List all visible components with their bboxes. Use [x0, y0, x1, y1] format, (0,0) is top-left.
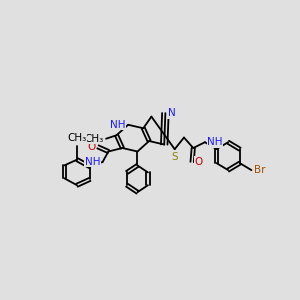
Text: Br: Br	[254, 165, 265, 175]
Text: O: O	[87, 142, 96, 152]
Text: O: O	[194, 157, 203, 167]
Text: NH: NH	[85, 157, 100, 167]
Text: CH₃: CH₃	[68, 134, 87, 143]
Text: NH: NH	[110, 120, 126, 130]
Text: S: S	[171, 152, 178, 161]
Text: CH₃: CH₃	[85, 134, 104, 144]
Text: NH: NH	[207, 137, 223, 147]
Text: N: N	[168, 108, 176, 118]
